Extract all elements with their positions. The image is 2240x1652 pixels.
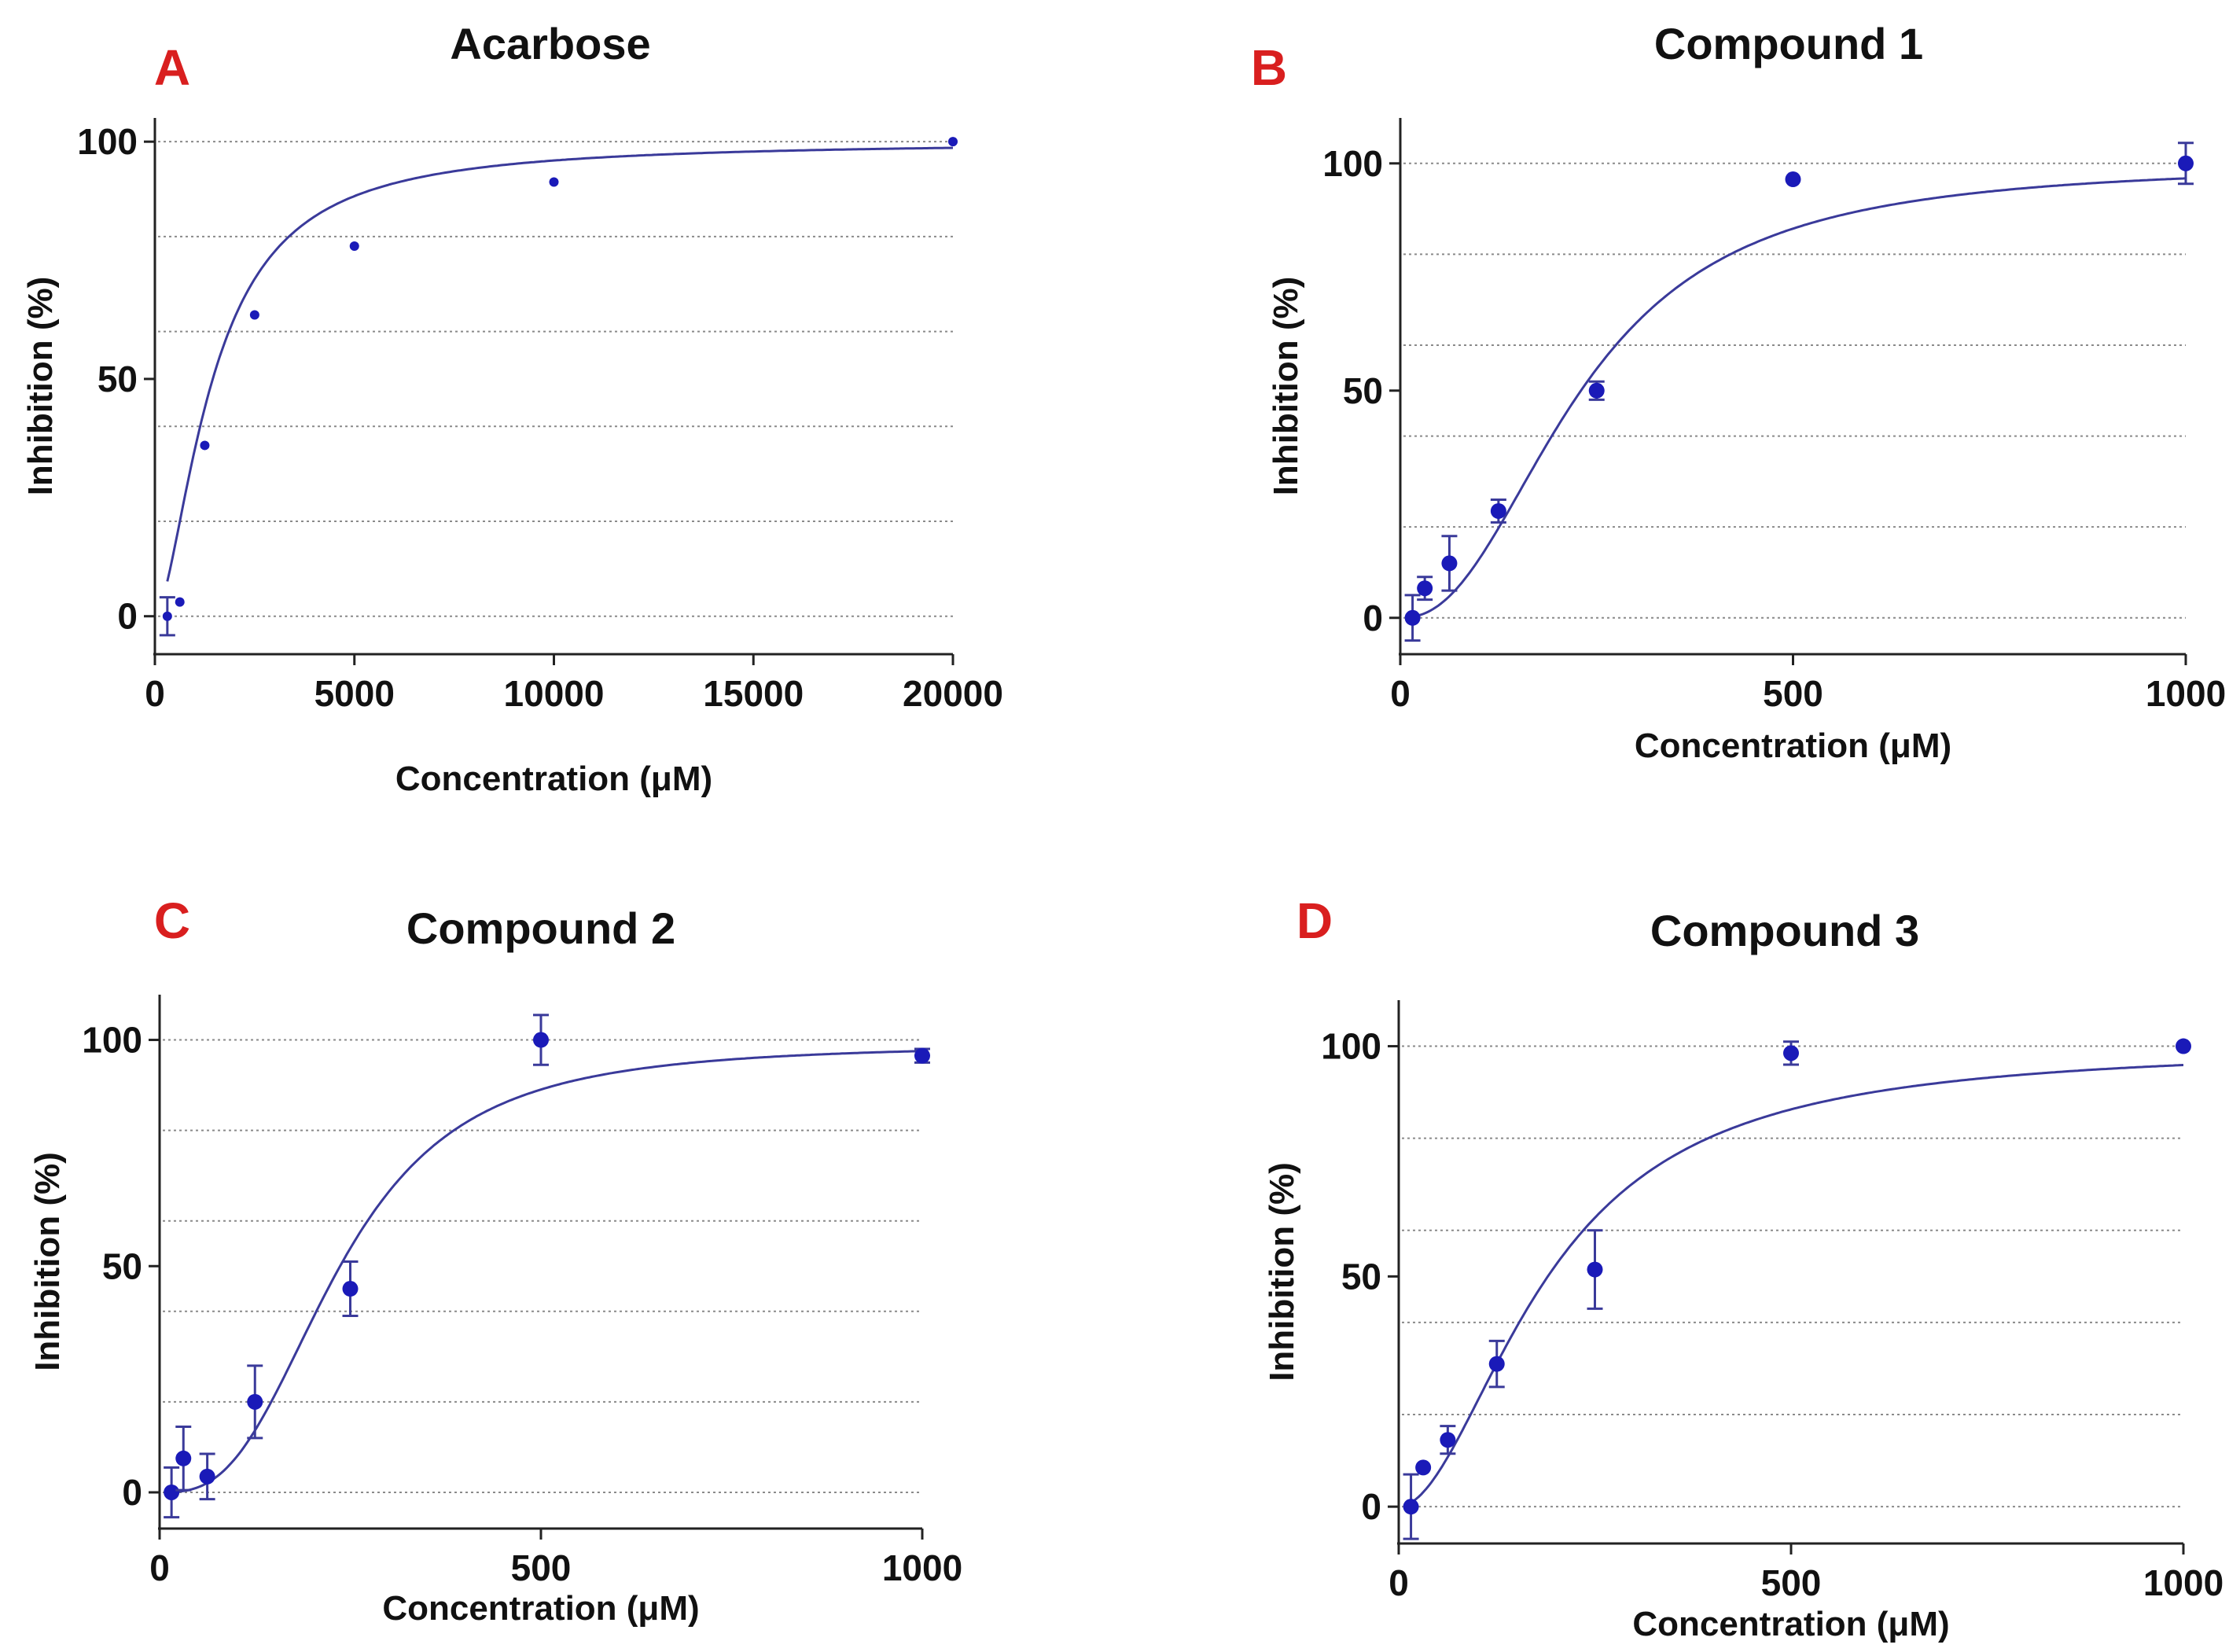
x-tick-label: 15000 (703, 673, 804, 714)
data-point (1404, 609, 1421, 626)
data-point (1785, 171, 1801, 188)
x-axis-label: Concentration (μM) (395, 760, 712, 798)
x-tick-label: 500 (511, 1547, 572, 1588)
data-point (249, 310, 259, 320)
y-axis-label: Inhibition (%) (1267, 277, 1305, 496)
data-point (349, 241, 359, 251)
panel-letter: D (1297, 892, 1333, 949)
y-tick-label: 50 (97, 359, 138, 399)
y-tick-label: 0 (117, 596, 138, 637)
panel-a: A Acarbose 0 50 100 0 5000 10000 15000 20000 Conce… (21, 19, 1003, 798)
x-tick-label: 500 (1763, 673, 1823, 714)
data-point (164, 1484, 180, 1500)
x-axis-label: Concentration (μM) (382, 1589, 699, 1628)
data-point (533, 1032, 549, 1048)
data-point (1403, 1499, 1419, 1515)
x-tick-label: 20000 (903, 673, 1003, 714)
chart-title: Compound 3 (1650, 906, 1919, 955)
x-tick-label: 5000 (314, 673, 395, 714)
fit-curve (171, 1050, 923, 1494)
x-tick-label: 1000 (2146, 673, 2226, 714)
x-tick-label: 1000 (2143, 1562, 2223, 1603)
y-tick-label: 100 (82, 1020, 142, 1061)
chart-title: Acarbose (450, 19, 650, 68)
y-tick-label: 100 (1322, 143, 1383, 184)
data-point (1441, 555, 1458, 572)
panel-letter: A (154, 39, 190, 96)
y-axis-label: Inhibition (%) (1263, 1162, 1301, 1382)
data-point (549, 177, 559, 187)
data-point (175, 597, 185, 607)
data-point (247, 1393, 263, 1410)
data-point (200, 440, 210, 451)
data-point (1587, 1261, 1603, 1278)
y-tick-label: 0 (1361, 1486, 1381, 1527)
data-point (948, 137, 958, 147)
data-point (2176, 1038, 2191, 1054)
data-point (162, 611, 172, 621)
data-point (2178, 155, 2194, 171)
data-point (199, 1468, 215, 1485)
y-axis-label: Inhibition (%) (21, 277, 60, 496)
y-axis-label: Inhibition (%) (28, 1152, 67, 1371)
y-tick-label: 50 (102, 1245, 142, 1286)
data-point (342, 1281, 359, 1297)
x-tick-label: 0 (149, 1547, 170, 1588)
data-point (1417, 580, 1433, 597)
y-tick-label: 50 (1343, 370, 1383, 411)
x-tick-label: 1000 (882, 1547, 962, 1588)
y-tick-label: 100 (77, 121, 138, 162)
fit-curve (166, 146, 954, 582)
x-tick-label: 10000 (504, 673, 605, 714)
x-tick-label: 0 (145, 673, 165, 714)
x-axis-label: Concentration (μM) (1635, 727, 1951, 765)
panel-letter: B (1251, 39, 1287, 96)
y-tick-label: 0 (122, 1472, 142, 1513)
y-tick-label: 0 (1363, 598, 1383, 638)
y-tick-label: 100 (1321, 1026, 1381, 1067)
data-point (175, 1450, 192, 1466)
data-point (1415, 1459, 1432, 1476)
chart-title: Compound 1 (1654, 19, 1923, 68)
x-tick-label: 0 (1389, 1562, 1409, 1603)
data-point (1783, 1045, 1799, 1061)
data-point (1440, 1432, 1456, 1448)
data-point (1488, 1356, 1505, 1372)
x-tick-label: 0 (1390, 673, 1411, 714)
fit-curve (1410, 1064, 2184, 1504)
data-point (1490, 502, 1506, 519)
x-axis-label: Concentration (μM) (1632, 1605, 1949, 1643)
x-tick-label: 500 (1761, 1562, 1822, 1603)
data-point (914, 1047, 930, 1064)
y-tick-label: 50 (1341, 1256, 1381, 1297)
fit-curve (1412, 177, 2187, 619)
chart-title: Compound 2 (406, 903, 675, 953)
panel-letter: C (154, 892, 190, 949)
data-point (1588, 382, 1605, 399)
